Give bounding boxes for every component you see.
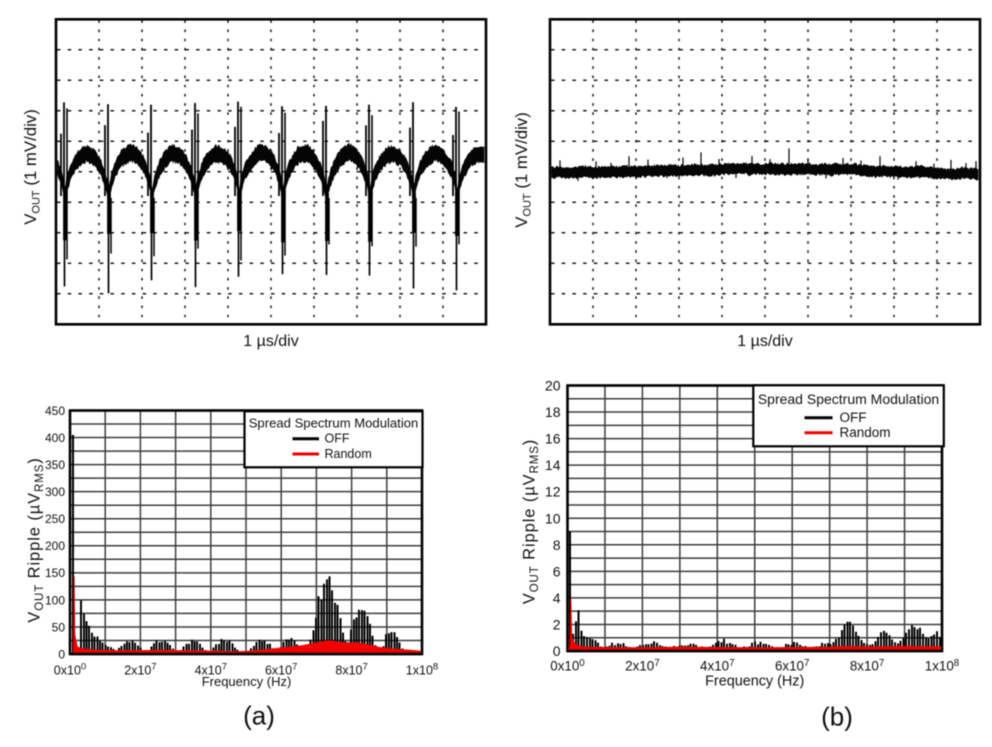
svg-text:8: 8: [553, 537, 561, 553]
svg-text:450: 450: [45, 404, 65, 418]
svg-text:150: 150: [45, 566, 65, 580]
svg-text:12: 12: [545, 484, 561, 500]
svg-text:(b): (b): [821, 702, 853, 732]
svg-text:Frequency (Hz): Frequency (Hz): [202, 674, 292, 689]
svg-text:Spread Spectrum Modulation: Spread Spectrum Modulation: [758, 391, 939, 407]
svg-text:0x100: 0x100: [550, 658, 585, 674]
svg-text:2: 2: [553, 616, 561, 632]
svg-text:6x107: 6x107: [775, 658, 810, 674]
svg-text:6x107: 6x107: [265, 662, 297, 678]
svg-text:2x107: 2x107: [124, 662, 156, 678]
svg-text:1x108: 1x108: [925, 658, 960, 674]
svg-text:10: 10: [545, 510, 561, 526]
svg-text:14: 14: [545, 457, 561, 473]
svg-text:350: 350: [45, 458, 65, 472]
svg-text:OFF: OFF: [840, 410, 867, 425]
svg-text:VOUT Ripple (µVRMS): VOUT Ripple (µVRMS): [521, 439, 541, 604]
svg-text:OFF: OFF: [325, 432, 350, 446]
svg-text:VOUT (1 mV/div): VOUT (1 mV/div): [21, 109, 42, 225]
svg-text:6: 6: [553, 563, 561, 579]
svg-text:0: 0: [58, 647, 65, 661]
svg-text:(a): (a): [243, 701, 275, 731]
svg-text:4x107: 4x107: [700, 658, 735, 674]
svg-text:8x107: 8x107: [335, 662, 367, 678]
svg-text:18: 18: [545, 404, 561, 420]
svg-text:1 µs/div: 1 µs/div: [737, 333, 792, 350]
svg-text:Frequency (Hz): Frequency (Hz): [705, 674, 804, 690]
svg-text:1 µs/div: 1 µs/div: [243, 333, 298, 350]
svg-text:4: 4: [553, 590, 561, 606]
svg-text:400: 400: [45, 431, 65, 445]
svg-text:100: 100: [45, 593, 65, 607]
svg-text:16: 16: [545, 431, 561, 447]
svg-text:2x107: 2x107: [625, 658, 660, 674]
svg-text:250: 250: [45, 512, 65, 526]
svg-text:200: 200: [45, 539, 65, 553]
svg-text:1x108: 1x108: [406, 662, 438, 678]
svg-text:0x100: 0x100: [54, 662, 86, 678]
svg-text:50: 50: [52, 620, 66, 634]
svg-text:8x107: 8x107: [850, 658, 885, 674]
svg-text:Spread Spectrum Modulation: Spread Spectrum Modulation: [249, 416, 419, 431]
svg-text:Random: Random: [325, 447, 372, 461]
svg-text:300: 300: [45, 485, 65, 499]
svg-text:4x107: 4x107: [195, 662, 227, 678]
svg-text:0: 0: [553, 643, 561, 659]
svg-text:VOUT Ripple (µVRMS): VOUT Ripple (µVRMS): [26, 457, 46, 622]
svg-text:20: 20: [545, 378, 561, 394]
svg-text:Random: Random: [840, 425, 891, 440]
